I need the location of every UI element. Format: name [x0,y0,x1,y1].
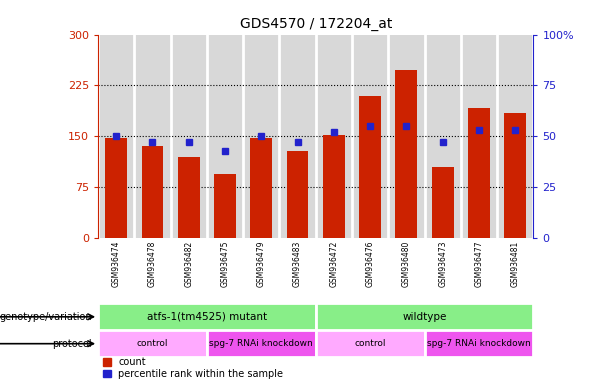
Bar [468,108,490,238]
Bar [170,35,207,238]
Bar [323,135,345,238]
Bar [316,330,424,357]
Bar [178,157,200,238]
Bar [359,96,381,238]
Bar [388,35,424,238]
Bar [395,70,417,238]
Bar [316,303,533,330]
Bar [98,330,207,357]
Bar [214,174,236,238]
Bar [461,35,497,238]
Bar [207,35,243,238]
Bar [280,35,316,238]
Bar [207,330,316,357]
Bar [504,113,526,238]
Title: GDS4570 / 172204_at: GDS4570 / 172204_at [240,17,392,31]
Bar [134,35,170,238]
Bar [98,303,316,330]
Bar [424,330,533,357]
Text: atfs-1(tm4525) mutant: atfs-1(tm4525) mutant [147,312,267,322]
Bar [287,151,308,238]
Legend: count, percentile rank within the sample: count, percentile rank within the sample [103,357,283,379]
Bar [432,167,454,238]
Text: spg-7 RNAi knockdown: spg-7 RNAi knockdown [210,339,313,348]
Text: wildtype: wildtype [402,312,447,322]
Bar [497,35,533,238]
Text: genotype/variation: genotype/variation [0,312,92,322]
Bar [424,35,461,238]
Bar [316,35,352,238]
Bar [105,138,127,238]
Text: control: control [354,339,386,348]
Bar [142,147,163,238]
Bar [98,35,134,238]
Text: control: control [137,339,168,348]
Bar [243,35,280,238]
Text: protocol: protocol [52,339,92,349]
Bar [352,35,388,238]
Text: spg-7 RNAi knockdown: spg-7 RNAi knockdown [427,339,531,348]
Bar [250,138,272,238]
